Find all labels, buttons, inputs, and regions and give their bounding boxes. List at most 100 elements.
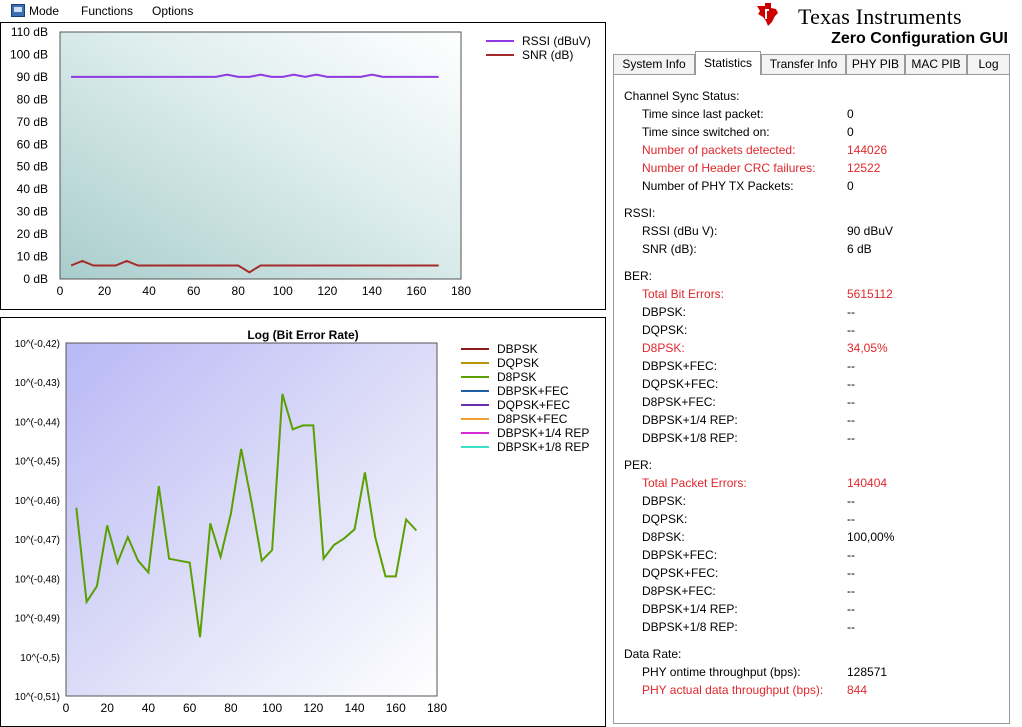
stats-label: RSSI (dBu V): (642, 224, 718, 238)
y-tick-label: 20 dB (17, 227, 48, 241)
stats-label: DBPSK+1/8 REP: (642, 431, 738, 445)
y-tick-label: 10 dB (17, 250, 48, 264)
stats-label: Total Packet Errors: (642, 476, 747, 490)
ber-chart-panel: Log (Bit Error Rate) 10^(-0,42) 10^(-0,43… (0, 317, 606, 727)
stats-label: DQPSK: (642, 323, 688, 337)
legend-label: DQPSK+FEC (497, 398, 570, 412)
stats-value: -- (847, 620, 855, 634)
stats-value: 5615112 (847, 287, 893, 301)
x-tick-label: 100 (262, 701, 282, 715)
stats-value: -- (847, 431, 855, 445)
x-tick-label: 180 (451, 284, 471, 298)
stats-label: DBPSK+1/8 REP: (642, 620, 738, 634)
x-tick-label: 140 (345, 701, 365, 715)
y-tick-label: 30 dB (17, 205, 48, 219)
stats-label: DBPSK: (642, 305, 687, 319)
y-tick-label: 100 dB (10, 47, 48, 61)
stats-value: 140404 (847, 476, 888, 490)
menu-functions[interactable]: Functions (81, 4, 134, 18)
stats-label: DQPSK: (642, 512, 688, 526)
stats-value: 844 (847, 683, 868, 697)
stats-value: 128571 (847, 665, 888, 679)
tab-transfer-info[interactable]: Transfer Info (761, 54, 846, 74)
stats-section-header: Data Rate: (624, 647, 682, 661)
rssi-snr-chart: 0 dB 10 dB 20 dB 30 dB 40 dB 50 dB 60 dB 70 dB 8… (10, 25, 591, 298)
tab-statistics[interactable]: Statistics (695, 51, 761, 75)
stats-label: DQPSK+FEC: (642, 377, 719, 391)
brand-name: Texas Instruments (798, 4, 962, 29)
y-tick-label: 0 dB (23, 272, 48, 286)
rssi-snr-chart-panel: 0 dB 10 dB 20 dB 30 dB 40 dB 50 dB 60 dB 70 dB 8… (0, 22, 606, 310)
legend-label: RSSI (dBuV) (522, 34, 591, 48)
legend-label: DBPSK+1/4 REP (497, 426, 589, 440)
legend-label: SNR (dB) (522, 48, 573, 62)
legend-label: DQPSK (497, 356, 539, 370)
y-tick-label: 70 dB (17, 115, 48, 129)
stats-label: D8PSK+FEC: (642, 584, 716, 598)
stats-value: 0 (847, 107, 854, 121)
x-tick-label: 160 (406, 284, 426, 298)
stats-value: -- (847, 323, 855, 337)
y-tick-label: 90 dB (17, 70, 48, 84)
stats-label: D8PSK+FEC: (642, 395, 716, 409)
x-tick-label: 60 (187, 284, 201, 298)
stats-value: -- (847, 494, 855, 508)
x-tick-label: 0 (63, 701, 70, 715)
stats-value: -- (847, 395, 855, 409)
stats-label: D8PSK: (642, 341, 685, 355)
stats-value: 12522 (847, 161, 881, 175)
stats-value: -- (847, 566, 855, 580)
stats-label: D8PSK: (642, 530, 685, 544)
stats-label: PHY ontime throughput (bps): (642, 665, 801, 679)
tab-log[interactable]: Log (967, 54, 1010, 74)
stats-label: Time since switched on: (642, 125, 770, 139)
y-tick-label: 60 dB (17, 137, 48, 151)
plot-area (65, 342, 438, 697)
stats-label: DQPSK+FEC: (642, 566, 719, 580)
stats-label: Number of Header CRC failures: (642, 161, 816, 175)
stats-label: SNR (dB): (642, 242, 697, 256)
legend-label: DBPSK (497, 342, 538, 356)
x-tick-label: 40 (142, 284, 156, 298)
stats-value: -- (847, 377, 855, 391)
stats-section-header: Channel Sync Status: (624, 89, 740, 103)
y-tick-label: 10^(-0,5) (20, 653, 60, 664)
legend-label: DBPSK+FEC (497, 384, 569, 398)
tab-mac-pib[interactable]: MAC PIB (905, 54, 967, 74)
tab-phy-pib[interactable]: PHY PIB (846, 54, 905, 74)
stats-label: DBPSK: (642, 494, 687, 508)
stats-value: 90 dBuV (847, 224, 894, 238)
menu-options[interactable]: Options (152, 4, 194, 18)
x-tick-label: 140 (362, 284, 382, 298)
stats-label: DBPSK+FEC: (642, 359, 718, 373)
stats-value: -- (847, 512, 855, 526)
stats-label: Time since last packet: (642, 107, 764, 121)
menu-mode[interactable]: Mode (29, 4, 60, 18)
y-tick-label: 10^(-0,47) (15, 535, 60, 546)
x-tick-label: 60 (183, 701, 197, 715)
stats-value: -- (847, 602, 855, 616)
y-tick-label: 10^(-0,44) (15, 417, 60, 428)
series-line-d8psk (75, 393, 418, 638)
stats-value: 0 (847, 125, 854, 139)
tab-system-info[interactable]: System Info (613, 54, 695, 74)
stats-label: Number of PHY TX Packets: (642, 179, 794, 193)
x-tick-label: 160 (386, 701, 406, 715)
y-tick-label: 10^(-0,42) (15, 339, 60, 350)
stats-value: 0 (847, 179, 854, 193)
y-tick-label: 110 dB (11, 25, 48, 39)
legend-label: D8PSK (497, 370, 536, 384)
x-tick-label: 80 (224, 701, 238, 715)
x-tick-label: 120 (317, 284, 337, 298)
statistics-panel: Channel Sync Status: Time since last pack… (613, 74, 1010, 724)
stats-label: DBPSK+1/4 REP: (642, 602, 738, 616)
ti-logo-icon (757, 3, 778, 26)
x-tick-label: 120 (303, 701, 323, 715)
series-line-snr-db- (70, 259, 439, 274)
stats-value: 6 dB (847, 242, 872, 256)
stats-value: -- (847, 413, 855, 427)
y-tick-label: 10^(-0,46) (15, 496, 60, 507)
app-mode-icon[interactable] (11, 4, 25, 17)
y-tick-label: 10^(-0,43) (15, 378, 60, 389)
x-tick-label: 180 (427, 701, 447, 715)
